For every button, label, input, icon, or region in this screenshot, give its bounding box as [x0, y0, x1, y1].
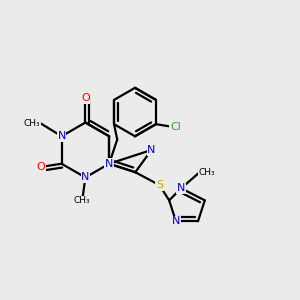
Text: CH₃: CH₃: [24, 119, 40, 128]
Text: N: N: [81, 172, 90, 182]
Text: S: S: [156, 180, 163, 190]
Text: N: N: [177, 183, 185, 193]
Text: CH₃: CH₃: [199, 168, 216, 177]
Text: N: N: [147, 145, 156, 155]
Text: CH₃: CH₃: [74, 196, 91, 205]
Text: O: O: [81, 93, 90, 103]
Text: N: N: [172, 216, 180, 226]
Text: N: N: [57, 131, 66, 141]
Text: N: N: [105, 159, 113, 169]
Text: O: O: [36, 162, 45, 172]
Text: Cl: Cl: [170, 122, 181, 132]
